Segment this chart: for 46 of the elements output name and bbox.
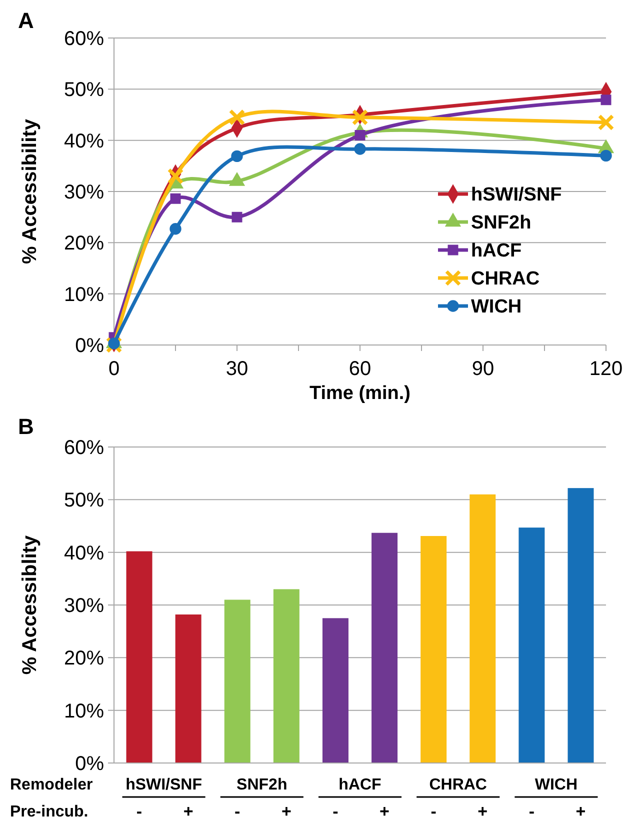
x-tick-label: - bbox=[430, 802, 436, 821]
text: Pre-incub. bbox=[10, 804, 88, 821]
y-tick-label: 60% bbox=[64, 437, 104, 459]
chart-title: B bbox=[18, 414, 34, 439]
y-tick-label: 0% bbox=[75, 335, 104, 357]
chart-title: A bbox=[18, 8, 34, 33]
y-axis-title: % Accessiblity bbox=[19, 534, 41, 675]
x-tick-label: + bbox=[478, 802, 488, 821]
y-tick-label: 30% bbox=[64, 595, 104, 617]
text: Remodeler bbox=[10, 776, 93, 794]
y-axis-title: % Accessibility bbox=[19, 118, 41, 264]
x-tick-label: + bbox=[576, 802, 586, 821]
y-tick-label: 40% bbox=[64, 542, 104, 564]
x-tick-label: 90 bbox=[472, 358, 494, 380]
x-tick-label: + bbox=[380, 802, 390, 821]
y-tick-label: 40% bbox=[64, 130, 104, 152]
y-tick-label: 10% bbox=[64, 284, 104, 306]
legend-label: hSWI/SNF bbox=[471, 184, 562, 206]
y-tick-label: 60% bbox=[64, 28, 104, 50]
x-tick-label: - bbox=[234, 802, 240, 821]
x-tick-label: 60 bbox=[348, 358, 372, 380]
x-tick-label: - bbox=[528, 802, 535, 821]
legend-label: CHRAC bbox=[471, 268, 540, 290]
x-tick-label: + bbox=[183, 802, 194, 821]
y-tick-label: 20% bbox=[64, 232, 104, 255]
legend-label: SNF2h bbox=[471, 212, 532, 234]
y-tick-label: 10% bbox=[64, 700, 104, 722]
x-tick-label: + bbox=[281, 802, 292, 821]
text: CHRAC bbox=[429, 776, 488, 794]
x-tick-label: - bbox=[332, 802, 338, 821]
y-tick-label: 50% bbox=[64, 79, 104, 102]
x-tick-label: 30 bbox=[226, 358, 248, 380]
x-tick-label: 0 bbox=[108, 358, 120, 380]
x-tick-label: - bbox=[136, 802, 142, 821]
text: hSWI/SNF bbox=[126, 776, 202, 794]
y-tick-label: 0% bbox=[75, 753, 104, 775]
legend-label: WICH bbox=[471, 296, 522, 318]
y-tick-label: 50% bbox=[64, 490, 104, 512]
legend-label: hACF bbox=[471, 240, 522, 262]
x-tick-label: 120 bbox=[589, 358, 623, 380]
text: SNF2h bbox=[236, 776, 288, 794]
text: WICH bbox=[534, 776, 578, 794]
x-axis-title: Time (min.) bbox=[310, 383, 410, 404]
text: hACF bbox=[338, 776, 382, 794]
y-tick-label: 30% bbox=[64, 182, 104, 204]
y-tick-label: 20% bbox=[64, 648, 104, 670]
